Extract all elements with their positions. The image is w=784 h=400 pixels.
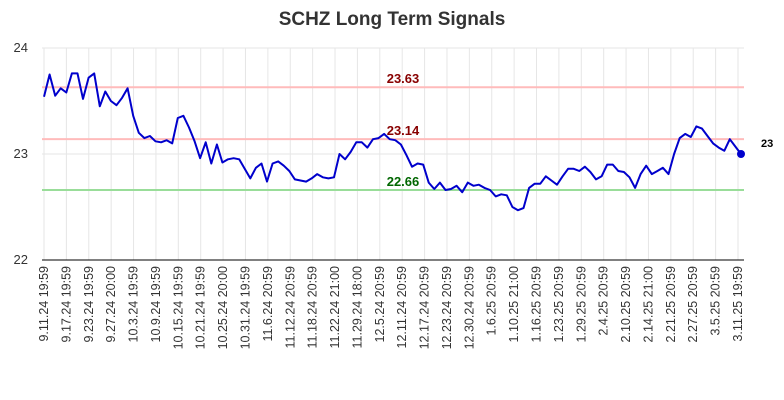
last-point	[737, 150, 745, 158]
x-tick-label: 2.4.25 20:59	[597, 266, 611, 336]
x-tick-label: 10.31.24 19:59	[238, 266, 252, 349]
x-tick-label: 1.6.25 20:59	[485, 266, 499, 336]
x-tick-label: 1.10.25 21:00	[507, 266, 521, 343]
x-tick-labels: 9.11.24 19:59 9.17.24 19:59 9.23.24 19:59 9…	[37, 266, 745, 349]
series-group	[43, 72, 742, 212]
x-tick-label: 12.11.24 20:59	[395, 266, 409, 349]
x-tick-label: 10.15.24 19:59	[171, 266, 185, 349]
x-tick-label: 2.14.25 21:00	[641, 266, 655, 343]
last-value-label: 23	[761, 138, 773, 150]
x-tick-label: 11.12.24 20:59	[283, 266, 297, 349]
x-tick-label: 1.29.25 20:59	[574, 266, 588, 343]
x-tick-label: 2.10.25 20:59	[619, 266, 633, 343]
x-tick-label: 1.16.25 20:59	[530, 266, 544, 343]
y-tick-label: 24	[14, 40, 28, 55]
x-tick-label: 3.11.25 19:59	[731, 266, 745, 342]
x-tick-label: 12.30.24 20:59	[462, 266, 476, 349]
x-tick-label: 11.18.24 20:59	[306, 266, 320, 349]
x-tick-label: 9.23.24 19:59	[82, 266, 96, 343]
x-tick-label: 11.6.24 20:59	[261, 266, 275, 342]
y-tick-labels: 22 23 24	[14, 40, 28, 267]
x-tick-label: 9.11.24 19:59	[37, 266, 51, 342]
x-tick-label: 10.25.24 20:00	[216, 266, 230, 349]
y-tick-label: 22	[14, 252, 28, 267]
chart-title: SCHZ Long Term Signals	[279, 9, 506, 30]
x-tick-label: 11.22.24 21:00	[328, 266, 342, 349]
y-tick-label: 23	[14, 146, 28, 161]
x-tick-label: 10.3.24 19:59	[127, 266, 141, 343]
signal-labels: 23.63 23.14 22.66	[387, 71, 420, 189]
last-value-marker: 23	[737, 138, 773, 158]
x-tick-label: 3.5.25 20:59	[709, 266, 723, 336]
x-tick-label: 2.27.25 20:59	[686, 266, 700, 343]
series-line	[43, 72, 742, 212]
x-tick-label: 11.29.24 18:00	[350, 266, 364, 349]
x-tick-label: 9.17.24 19:59	[59, 266, 73, 343]
x-tick-label: 12.5.24 20:59	[373, 266, 387, 343]
signal-label: 23.63	[387, 71, 420, 86]
x-tick-label: 10.9.24 19:59	[149, 266, 163, 343]
x-tick-label: 10.21.24 19:59	[194, 266, 208, 349]
x-tick-label: 12.17.24 20:59	[418, 266, 432, 349]
x-tick-label: 9.27.24 20:00	[104, 266, 118, 343]
x-tick-label: 1.23.25 20:59	[552, 266, 566, 343]
x-tick-label: 12.23.24 20:59	[440, 266, 454, 349]
x-tick-label: 2.21.25 20:59	[664, 266, 678, 343]
signal-label: 23.14	[387, 123, 420, 138]
signal-label: 22.66	[387, 174, 420, 189]
